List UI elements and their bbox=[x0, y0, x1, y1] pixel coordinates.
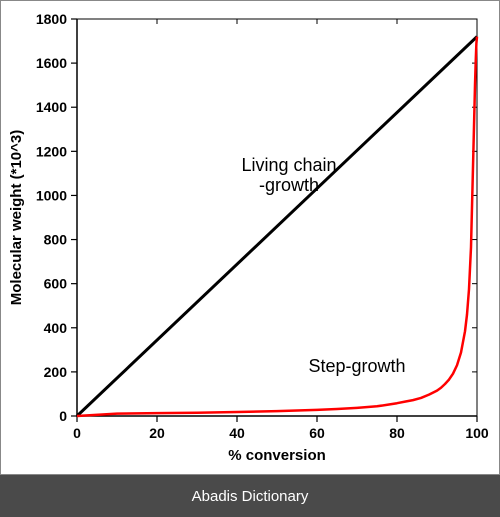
container: 0 200 400 600 800 1000 1200 1400 1600 1800 0 20 40 60… bbox=[0, 0, 500, 517]
svg-text:60: 60 bbox=[309, 425, 325, 441]
svg-text:400: 400 bbox=[44, 320, 68, 336]
footer-text: Abadis Dictionary bbox=[192, 488, 309, 505]
chart-area: 0 200 400 600 800 1000 1200 1400 1600 1800 0 20 40 60… bbox=[0, 0, 500, 475]
svg-text:-growth: -growth bbox=[259, 175, 319, 195]
svg-text:600: 600 bbox=[44, 276, 68, 292]
svg-text:0: 0 bbox=[59, 408, 67, 424]
svg-text:100: 100 bbox=[465, 425, 489, 441]
svg-text:% conversion: % conversion bbox=[228, 447, 326, 464]
chart-svg: 0 200 400 600 800 1000 1200 1400 1600 1800 0 20 40 60… bbox=[5, 5, 495, 470]
svg-text:Step-growth: Step-growth bbox=[308, 356, 405, 376]
svg-text:800: 800 bbox=[44, 232, 68, 248]
svg-text:200: 200 bbox=[44, 364, 68, 380]
svg-text:Molecular weight (*10^3): Molecular weight (*10^3) bbox=[8, 130, 25, 305]
svg-text:20: 20 bbox=[149, 425, 165, 441]
svg-text:1400: 1400 bbox=[36, 99, 67, 115]
footer-bar: Abadis Dictionary bbox=[0, 475, 500, 517]
svg-text:1800: 1800 bbox=[36, 11, 67, 27]
svg-text:0: 0 bbox=[73, 425, 81, 441]
svg-text:1000: 1000 bbox=[36, 187, 67, 203]
svg-text:1200: 1200 bbox=[36, 143, 67, 159]
svg-text:40: 40 bbox=[229, 425, 245, 441]
svg-text:Living chain: Living chain bbox=[241, 155, 336, 175]
svg-text:1600: 1600 bbox=[36, 55, 67, 71]
svg-text:80: 80 bbox=[389, 425, 405, 441]
